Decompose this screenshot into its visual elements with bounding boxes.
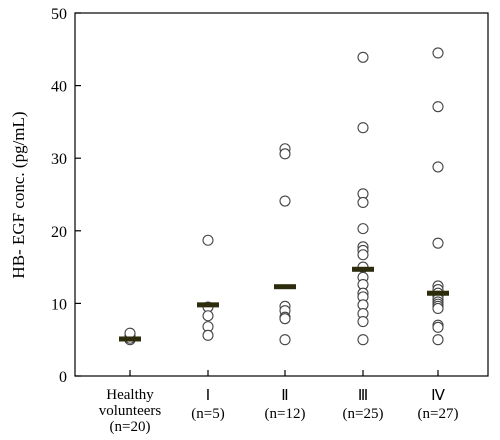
y-tick-label-1: 10 bbox=[51, 296, 67, 313]
category-label-4-1: (n=27) bbox=[418, 406, 459, 422]
median-bar-4 bbox=[427, 290, 449, 296]
point-3-16 bbox=[357, 334, 369, 346]
data-points bbox=[124, 47, 444, 346]
point-4-0 bbox=[432, 47, 444, 59]
point-2-2 bbox=[279, 195, 291, 207]
y-tick-label-4: 40 bbox=[51, 79, 67, 96]
point-4-12 bbox=[432, 302, 444, 315]
point-3-4 bbox=[357, 223, 369, 235]
point-1-2 bbox=[202, 310, 214, 322]
category-label-2-1: (n=12) bbox=[265, 406, 306, 422]
category-label-3-1: (n=25) bbox=[343, 406, 384, 422]
y-tick-label-5: 50 bbox=[51, 6, 67, 23]
axes bbox=[74, 12, 489, 377]
category-label-3-0: Ⅲ bbox=[358, 388, 368, 404]
median-bars bbox=[119, 266, 449, 342]
y-tick-label-3: 30 bbox=[51, 151, 67, 168]
point-3-3 bbox=[357, 196, 369, 209]
point-4-2 bbox=[432, 161, 444, 173]
y-ticks: 0 10 20 30 40 50 bbox=[51, 6, 81, 386]
category-label-0-0: Healthy bbox=[106, 387, 154, 403]
point-4-15 bbox=[432, 334, 444, 346]
category-label-2-0: Ⅱ bbox=[281, 388, 288, 404]
median-bar-3 bbox=[352, 266, 374, 272]
point-1-4 bbox=[202, 329, 214, 341]
category-label-0-1: volunteers bbox=[99, 403, 162, 419]
y-tick-label-0: 0 bbox=[59, 369, 67, 386]
point-4-1 bbox=[432, 101, 444, 113]
category-label-1-1: (n=5) bbox=[191, 406, 224, 422]
y-tick-label-2: 20 bbox=[51, 224, 67, 241]
point-2-7 bbox=[279, 334, 291, 346]
category-label-1-0: Ⅰ bbox=[206, 388, 210, 404]
point-4-14 bbox=[432, 321, 444, 333]
point-2-6 bbox=[279, 313, 291, 325]
point-1-0 bbox=[202, 234, 214, 246]
point-2-1 bbox=[279, 148, 291, 160]
point-3-7 bbox=[357, 249, 369, 261]
point-3-1 bbox=[357, 122, 369, 134]
point-4-3 bbox=[432, 237, 444, 249]
plot-frame bbox=[74, 12, 489, 377]
median-bar-1 bbox=[197, 302, 219, 308]
y-axis-title: HB- EGF conc. (pg/mL) bbox=[9, 111, 28, 278]
median-bar-2 bbox=[274, 284, 296, 290]
point-3-15 bbox=[357, 315, 369, 328]
median-bar-0 bbox=[119, 336, 141, 342]
point-3-0 bbox=[357, 51, 369, 63]
category-label-0-2: (n=20) bbox=[110, 419, 151, 435]
category-label-4-0: Ⅳ bbox=[431, 388, 445, 404]
